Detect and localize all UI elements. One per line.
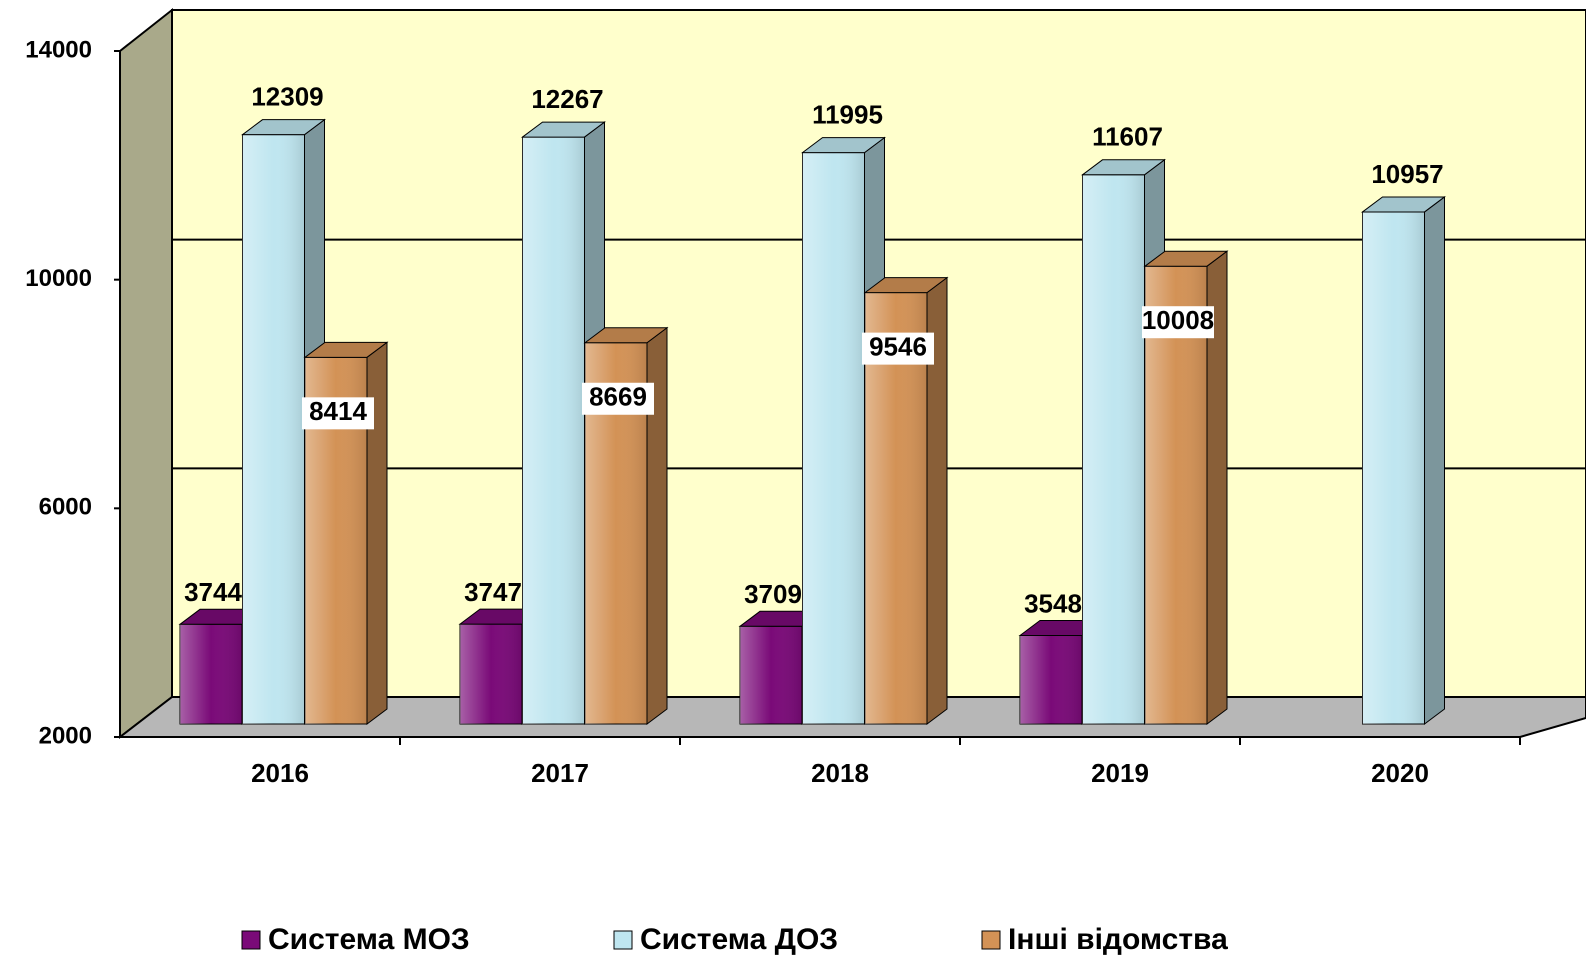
legend-swatch	[981, 930, 1001, 950]
bar-shine	[1362, 211, 1425, 725]
value-label: 12309	[251, 82, 323, 112]
bar-side	[1424, 195, 1445, 725]
bar	[1081, 158, 1166, 725]
value-label: 3709	[744, 579, 802, 609]
bar	[1361, 195, 1446, 725]
bar-top	[521, 121, 606, 138]
x-tick-label: 2016	[251, 758, 309, 788]
bar-top	[303, 341, 389, 358]
value-label: 8669	[589, 382, 647, 412]
bar-shine	[1020, 635, 1082, 724]
bar-shine	[180, 624, 242, 724]
value-label: 3747	[464, 577, 522, 607]
y-tick-label: 10000	[25, 265, 92, 292]
x-tick-label: 2017	[531, 758, 589, 788]
value-label-box	[582, 382, 654, 415]
legend-label: Інші відомства	[1008, 923, 1228, 956]
value-label-box	[862, 332, 934, 365]
bar-shine	[740, 626, 802, 724]
value-label: 10957	[1371, 159, 1443, 189]
bar-shine	[242, 134, 305, 725]
bar	[1143, 250, 1229, 725]
y-tick-label: 2000	[39, 722, 92, 749]
bar	[303, 341, 389, 725]
bar-top	[1361, 196, 1446, 213]
bar-shine	[1082, 174, 1145, 725]
bar-top	[1143, 250, 1229, 267]
legend-swatch	[241, 930, 261, 950]
legend-swatch	[613, 930, 633, 950]
bar-top	[863, 277, 949, 294]
x-tick-label: 2020	[1371, 758, 1429, 788]
bar	[521, 121, 606, 725]
value-label: 11995	[812, 99, 883, 129]
bar-top	[1081, 159, 1166, 176]
value-label: 3744	[184, 577, 242, 607]
y-tick-label: 14000	[25, 36, 92, 63]
bar-shine	[460, 624, 522, 724]
value-label: 8414	[309, 396, 367, 426]
x-tick-label: 2019	[1091, 758, 1149, 788]
bar-top	[801, 137, 886, 154]
bar	[241, 118, 326, 725]
bar-shine	[1145, 266, 1207, 724]
value-label: 9546	[869, 331, 927, 361]
value-label: 10008	[1142, 305, 1214, 335]
bar-top	[583, 327, 669, 344]
value-label-box	[1142, 306, 1214, 339]
side-wall	[119, 7, 173, 740]
value-label-box	[302, 397, 374, 430]
value-label: 11607	[1092, 122, 1163, 152]
bar-top	[241, 119, 326, 136]
bar-shine	[522, 137, 585, 725]
value-label: 3548	[1024, 588, 1082, 618]
bar-shine	[802, 152, 865, 725]
x-tick-label: 2018	[811, 758, 869, 788]
y-tick-label: 6000	[39, 494, 92, 521]
legend-label: Система ДОЗ	[640, 923, 838, 956]
legend-label: Система МОЗ	[268, 923, 470, 956]
value-label: 12267	[531, 84, 603, 114]
